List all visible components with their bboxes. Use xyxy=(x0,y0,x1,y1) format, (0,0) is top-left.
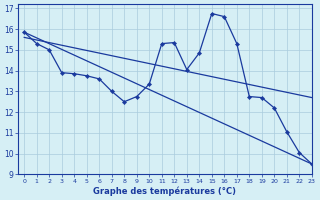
X-axis label: Graphe des températures (°C): Graphe des températures (°C) xyxy=(93,186,236,196)
